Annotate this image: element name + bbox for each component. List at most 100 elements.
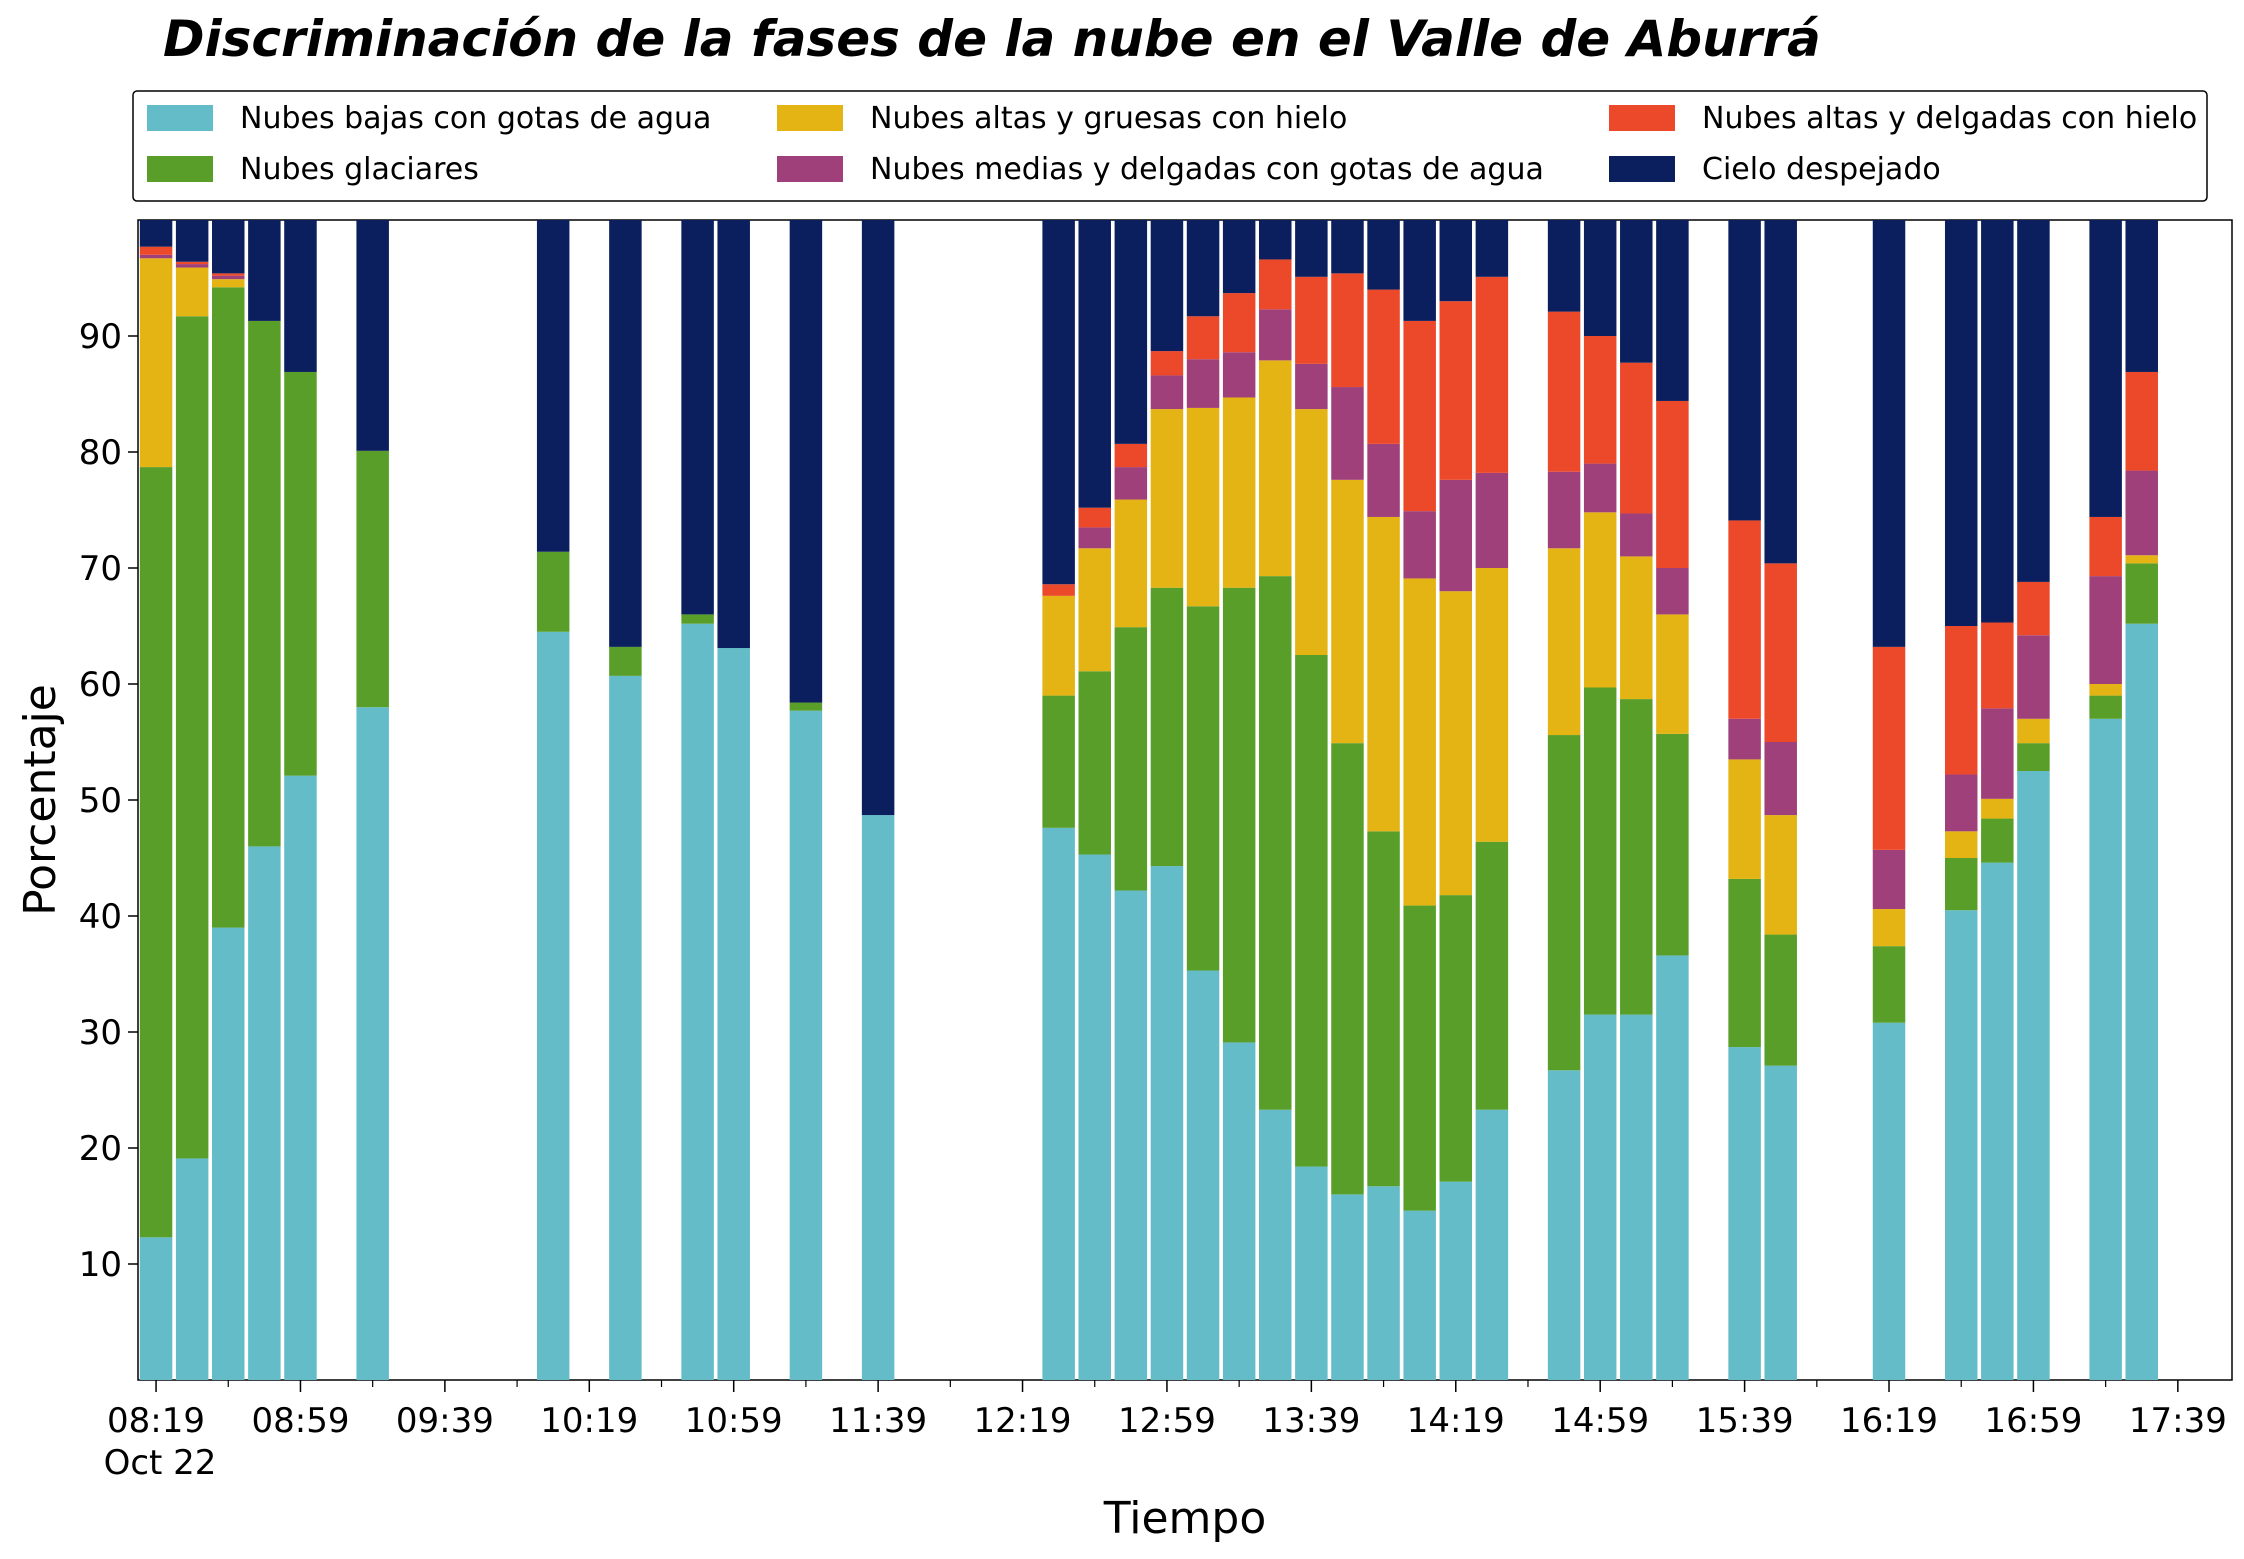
bar-segment-22-0 [1403, 1210, 1436, 1380]
bar-segment-30-3 [1764, 742, 1797, 816]
bar-segment-13-3 [1078, 527, 1111, 549]
bar-segment-32-2 [1944, 831, 1978, 858]
bar-segment-19-1 [1295, 655, 1328, 1167]
x-tick-label: 14:19 [1407, 1401, 1505, 1441]
y-axis: 10 20 30 40 50 60 70 80 90 [79, 317, 138, 1285]
bar-segment-19-4 [1295, 276, 1328, 364]
bar-segment-27-2 [1620, 556, 1653, 700]
bar-segment-17-3 [1222, 352, 1256, 398]
bar-segment-23-5 [1439, 220, 1473, 302]
bar-segment-34-5 [2017, 220, 2050, 582]
bar-segment-26-2 [1583, 512, 1617, 688]
bar-segment-22-1 [1403, 905, 1436, 1211]
bar-segment-14-2 [1114, 499, 1148, 628]
legend-label: Nubes altas y gruesas con hielo [870, 101, 1347, 136]
bar-segment-29-4 [1728, 520, 1761, 719]
bar-segment-16-5 [1186, 220, 1220, 317]
bar-segment-8-1 [681, 614, 714, 624]
bar-segment-33-5 [1981, 220, 2014, 623]
x-tick-label: 12:59 [1118, 1401, 1216, 1441]
x-tick-label: 09:39 [396, 1401, 494, 1441]
x-tick-label: 08:19 [107, 1401, 205, 1441]
bar-segment-16-4 [1186, 316, 1220, 360]
bar-segment-13-0 [1078, 854, 1111, 1380]
bar-segment-23-1 [1439, 895, 1473, 1182]
bar-segment-34-1 [2017, 743, 2050, 771]
bar-segment-17-2 [1222, 397, 1256, 588]
x-tick-label: 13:39 [1262, 1401, 1360, 1441]
bar-segment-24-2 [1475, 568, 1509, 842]
bar-segment-3-1 [248, 320, 281, 847]
bar-segment-4-1 [284, 371, 317, 776]
bar-segment-2-2 [212, 279, 245, 288]
bar-segment-29-0 [1728, 1047, 1761, 1380]
bar-segment-21-4 [1367, 289, 1400, 444]
bar-segment-12-1 [1042, 695, 1075, 828]
bar-segment-17-5 [1222, 220, 1256, 294]
bar-segment-18-4 [1259, 259, 1292, 310]
x-tick-label: 17:39 [2129, 1401, 2227, 1441]
bar-segment-26-4 [1583, 336, 1617, 464]
bar-segment-13-5 [1078, 220, 1111, 508]
y-tick-label: 40 [79, 897, 122, 937]
y-tick-label: 60 [79, 665, 122, 705]
bar-segment-25-5 [1547, 220, 1581, 312]
bar-segment-25-4 [1547, 311, 1581, 472]
bar-segment-22-5 [1403, 220, 1436, 321]
bar-segment-17-4 [1222, 293, 1256, 353]
bar-segment-18-3 [1259, 309, 1292, 361]
bar-segment-15-1 [1150, 587, 1184, 867]
bar-segment-31-1 [1872, 946, 1906, 1023]
bars-group [139, 220, 2158, 1380]
bar-segment-30-4 [1764, 563, 1797, 742]
bar-segment-36-4 [2125, 371, 2158, 471]
bar-segment-25-1 [1547, 735, 1581, 1071]
legend-label: Cielo despejado [1702, 152, 1941, 187]
legend-swatch [777, 105, 843, 131]
x-tick-label: 10:59 [685, 1401, 783, 1441]
legend-label: Nubes medias y delgadas con gotas de agu… [870, 152, 1544, 187]
bar-segment-7-1 [609, 646, 642, 676]
bar-segment-28-1 [1656, 733, 1689, 956]
bar-segment-33-4 [1981, 622, 2014, 709]
bar-segment-6-1 [536, 551, 570, 632]
bar-segment-21-2 [1367, 516, 1400, 832]
bar-segment-32-3 [1944, 774, 1978, 832]
bar-segment-8-5 [681, 220, 714, 615]
bar-segment-34-2 [2017, 718, 2050, 744]
bar-segment-0-5 [139, 220, 173, 247]
bar-segment-10-5 [789, 220, 823, 703]
bar-segment-16-3 [1186, 359, 1220, 408]
bar-segment-1-5 [175, 220, 209, 262]
bar-segment-25-0 [1547, 1070, 1581, 1380]
bar-segment-13-1 [1078, 671, 1111, 855]
legend-label: Nubes glaciares [240, 152, 479, 187]
bar-segment-0-3 [139, 254, 173, 259]
bar-segment-8-0 [681, 623, 714, 1380]
bar-segment-30-5 [1764, 220, 1797, 564]
bar-segment-12-0 [1042, 827, 1075, 1380]
bar-segment-21-3 [1367, 443, 1400, 517]
bar-segment-35-0 [2089, 718, 2122, 1380]
bar-segment-30-0 [1764, 1065, 1797, 1380]
bar-segment-12-2 [1042, 595, 1075, 696]
bar-segment-25-2 [1547, 548, 1581, 736]
bar-segment-6-5 [536, 220, 570, 552]
bar-segment-26-1 [1583, 687, 1617, 1015]
bar-segment-16-0 [1186, 970, 1220, 1380]
bar-segment-29-2 [1728, 759, 1761, 879]
bar-segment-0-0 [139, 1237, 173, 1380]
bar-segment-28-3 [1656, 568, 1689, 615]
bar-segment-18-0 [1259, 1109, 1292, 1380]
bar-segment-32-5 [1944, 220, 1978, 626]
x-tick-label: 15:39 [1696, 1401, 1794, 1441]
bar-segment-21-1 [1367, 831, 1400, 1187]
bar-segment-25-3 [1547, 471, 1581, 549]
legend-swatch [147, 156, 213, 182]
legend-swatch [1609, 156, 1675, 182]
y-tick-label: 70 [79, 549, 122, 589]
y-tick-label: 10 [79, 1245, 122, 1285]
bar-segment-15-4 [1150, 351, 1184, 376]
bar-segment-0-4 [139, 246, 173, 255]
bar-segment-19-2 [1295, 409, 1328, 655]
